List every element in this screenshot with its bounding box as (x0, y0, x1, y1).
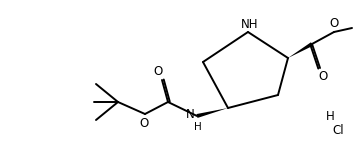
Text: O: O (329, 17, 338, 30)
Polygon shape (288, 42, 313, 58)
Text: Cl: Cl (332, 124, 344, 136)
Text: O: O (139, 117, 149, 130)
Text: O: O (318, 70, 328, 83)
Text: H: H (326, 109, 334, 122)
Text: N: N (186, 108, 195, 122)
Text: O: O (153, 65, 163, 78)
Text: NH: NH (241, 18, 259, 31)
Text: H: H (194, 122, 202, 132)
Polygon shape (197, 108, 228, 118)
